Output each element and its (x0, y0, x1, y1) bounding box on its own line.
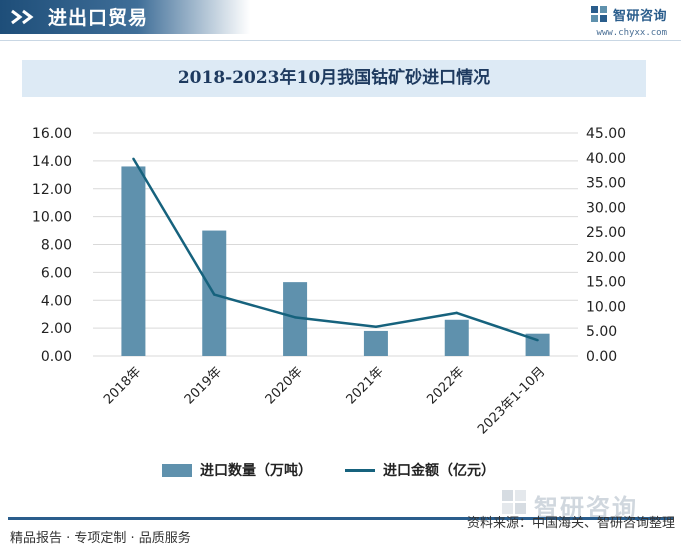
brand-logo-icon (590, 6, 607, 22)
y-left-tick-label: 16.00 (32, 126, 72, 142)
x-tick-label: 2018年 (101, 364, 144, 407)
y-right-tick-label: 45.00 (586, 126, 626, 142)
y-left-tick-label: 4.00 (41, 293, 72, 309)
y-left-tick-label: 6.00 (41, 265, 72, 281)
line-point (293, 316, 297, 319)
brand: 智研咨询 (590, 4, 667, 24)
legend-item-quantity: 进口数量（万吨） (162, 458, 312, 482)
line-point (132, 157, 135, 160)
legend-line-swatch (345, 468, 375, 472)
y-right-tick-label: 30.00 (586, 200, 626, 216)
y-left-tick-label: 12.00 (32, 182, 72, 198)
line-point (374, 325, 378, 328)
page-header: 进出口贸易 智研咨询 www.chyxx.com (0, 0, 681, 38)
legend-label-quantity: 进口数量（万吨） (200, 463, 312, 479)
brand-name: 智研咨询 (612, 8, 667, 24)
header-band (0, 0, 250, 34)
y-right-tick-label: 0.00 (586, 349, 617, 365)
double-chevron-icon (11, 9, 34, 25)
watermark-logo-icon (502, 490, 526, 514)
chart-title: 2018-2023年10月我国钴矿砂进口情况 (177, 68, 491, 88)
bar (444, 319, 469, 356)
y-right-tick-label: 20.00 (586, 250, 626, 266)
y-left-tick-label: 10.00 (32, 210, 72, 226)
y-right-tick-label: 10.00 (586, 299, 626, 315)
legend: 进口数量（万吨） 进口金额（亿元） (0, 458, 681, 482)
y-right-tick-label: 25.00 (586, 225, 626, 241)
bar (363, 330, 388, 356)
y-right-tick-label: 5.00 (586, 324, 617, 340)
legend-item-amount: 进口金额（亿元） (345, 458, 495, 482)
series-line (132, 158, 538, 342)
footer-source: 资料来源：中国海关、智研咨询整理 (466, 516, 675, 531)
footer-tagline: 精品报告 · 专项定制 · 品质服务 (10, 531, 191, 546)
x-tick-label: 2019年 (182, 364, 225, 407)
y-left-tick-label: 8.00 (41, 238, 72, 254)
chart-title-bar: 2018-2023年10月我国钴矿砂进口情况 (22, 60, 646, 97)
y-right-tick-label: 40.00 (586, 151, 626, 167)
y-left-tick-label: 14.00 (32, 154, 72, 170)
footer-divider (8, 517, 673, 520)
brand-url: www.chyxx.com (596, 28, 667, 38)
line-point (213, 293, 216, 296)
legend-label-amount: 进口金额（亿元） (383, 463, 495, 479)
x-tick-label: 2023年1-10月 (475, 364, 548, 437)
y-right-tick-label: 15.00 (586, 275, 626, 291)
y-left-tick-label: 0.00 (41, 349, 72, 365)
x-tick-label: 2020年 (263, 364, 306, 407)
y-left-tick-label: 2.00 (41, 321, 72, 337)
x-tick-label: 2022年 (424, 364, 467, 407)
x-tick-label: 2021年 (344, 364, 387, 407)
bar (121, 166, 146, 356)
line-point (536, 338, 539, 342)
legend-bar-swatch (162, 463, 192, 477)
line-point (455, 311, 458, 315)
header-divider (0, 40, 681, 41)
y-right-tick-label: 35.00 (586, 176, 626, 192)
section-title: 进出口贸易 (48, 7, 149, 29)
